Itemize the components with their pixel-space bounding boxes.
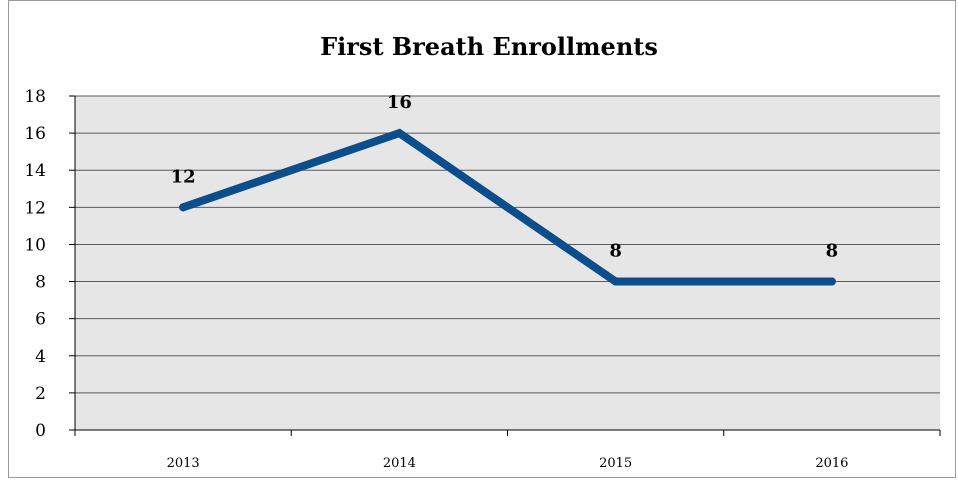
data-label: 16 [387,92,412,113]
y-tick-label: 6 [35,310,46,330]
y-tick-label: 12 [24,198,46,218]
plot-area [75,96,940,430]
data-label: 12 [171,166,196,187]
x-axis-ticks: 2013 2014 2015 2016 [74,430,941,471]
chart-title: First Breath Enrollments [320,32,658,61]
y-tick-label: 10 [24,235,46,255]
data-point [395,129,404,138]
data-label: 8 [609,241,622,262]
x-tick-label: 2015 [599,456,632,471]
y-tick-label: 0 [35,421,46,441]
y-tick-label: 8 [35,273,46,293]
data-point [179,203,188,212]
x-tick-label: 2016 [815,456,848,471]
data-point [827,277,836,286]
y-tick-label: 16 [24,124,46,144]
data-point [611,277,620,286]
y-axis-ticks: 0 2 4 6 8 10 12 14 16 18 [24,87,75,441]
series-line [179,128,836,286]
x-tick-label: 2014 [383,456,416,471]
x-tick-label: 2013 [167,456,200,471]
y-tick-label: 14 [24,161,46,181]
series-group [179,128,836,286]
y-tick-label: 2 [35,384,46,404]
y-tick-label: 18 [24,87,46,107]
data-labels: 12 16 8 8 [171,92,839,261]
data-label: 8 [826,241,839,262]
y-tick-label: 4 [35,347,46,367]
